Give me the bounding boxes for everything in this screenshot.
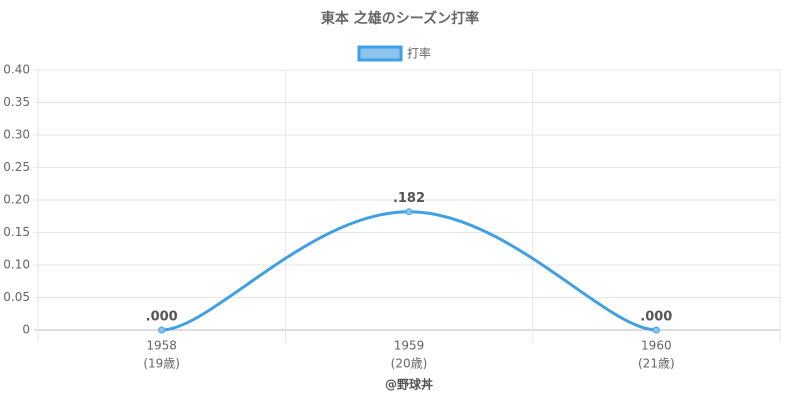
x-tick-sublabel: (21歳) (638, 357, 675, 371)
chart-title: 東本 之雄のシーズン打率 (321, 10, 479, 27)
value-label: .000 (640, 310, 672, 325)
footer: @野球丼 (385, 377, 433, 392)
y-tick-label: 0.15 (3, 225, 30, 239)
legend-swatch (357, 45, 403, 62)
y-tick-label: 0.10 (3, 258, 30, 272)
point (405, 208, 413, 216)
y-tick-label: 0.05 (3, 290, 30, 304)
x-tick-sublabel: (20歳) (391, 357, 428, 371)
y-tick-label: 0.40 (3, 63, 30, 77)
series-line (161, 210, 657, 332)
y-tick-label: 0.30 (3, 128, 30, 142)
x-tick-label: 1958 (146, 339, 177, 353)
y-tick-label: 0.25 (3, 160, 30, 174)
x-tick-sublabel: (19歳) (143, 357, 180, 371)
point (158, 326, 166, 334)
y-tick-label: 0.35 (3, 95, 30, 109)
y-tick-label: 0.20 (3, 193, 30, 207)
point (652, 326, 660, 334)
x-tick-label: 1960 (641, 339, 672, 353)
value-label: .000 (146, 310, 178, 325)
y-tick-label: 0 (22, 323, 30, 337)
x-tick-label: 1959 (394, 339, 425, 353)
value-label: .182 (393, 191, 425, 206)
legend-label: 打率 (407, 46, 431, 61)
